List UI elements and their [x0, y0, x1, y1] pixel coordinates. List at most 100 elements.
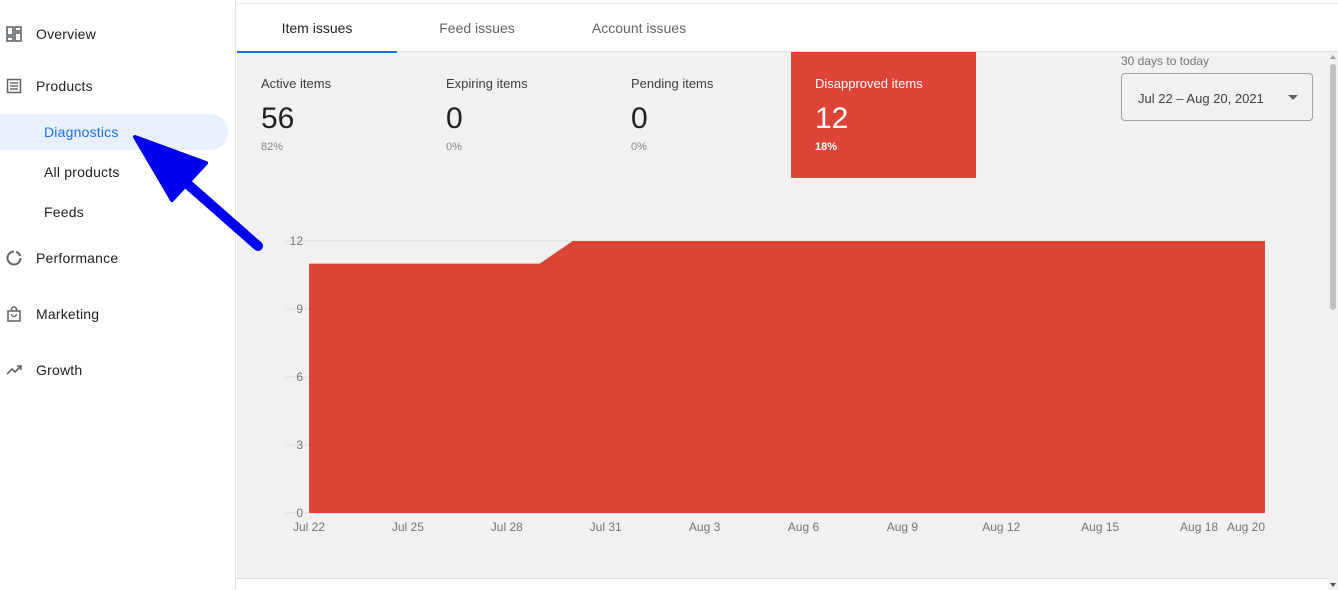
card-percent: 0% [631, 141, 647, 153]
data-point [472, 262, 476, 266]
data-point [505, 262, 509, 266]
sidebar-item-label: Overview [36, 26, 96, 42]
data-point [1197, 239, 1201, 243]
card-label: Pending items [631, 76, 714, 91]
tab-label: Account issues [591, 20, 687, 36]
dashboard-icon [6, 26, 22, 42]
sidebar-item-label: Diagnostics [44, 124, 119, 140]
sidebar-item-marketing[interactable]: Marketing [0, 296, 228, 332]
scrollbar[interactable] [1328, 52, 1338, 590]
scrollbar-thumb[interactable] [1330, 64, 1336, 310]
data-point [373, 262, 377, 266]
sidebar-item-label: Growth [36, 362, 83, 378]
data-point [834, 239, 838, 243]
tab-label: Feed issues [439, 20, 515, 36]
shopping-bag-icon [6, 306, 22, 322]
data-point [670, 239, 674, 243]
sidebar-item-growth[interactable]: Growth [0, 352, 228, 388]
sidebar-item-label: Performance [36, 250, 119, 266]
x-tick-label: Aug 9 [887, 520, 919, 534]
tab-item-issues[interactable]: Item issues [237, 4, 397, 53]
data-point [307, 262, 311, 266]
data-point [1065, 239, 1069, 243]
scroll-down-icon[interactable] [1330, 583, 1336, 587]
card-percent: 0% [446, 141, 462, 153]
data-point [867, 239, 871, 243]
data-point [900, 239, 904, 243]
data-point [736, 239, 740, 243]
data-point [406, 262, 410, 266]
sidebar-item-diagnostics[interactable]: Diagnostics [0, 114, 228, 150]
card-active-items[interactable]: Active items 56 82% [237, 52, 422, 178]
y-tick-label: 0 [296, 506, 303, 520]
card-label: Active items [261, 76, 332, 91]
main-content: Item issues Feed issues Account issues A… [237, 0, 1338, 590]
series-area [309, 241, 1265, 513]
chevron-down-icon [1288, 95, 1298, 100]
sidebar-item-performance[interactable]: Performance [0, 240, 228, 276]
card-value: 0 [631, 102, 648, 135]
trending-up-icon [6, 362, 22, 378]
data-point [604, 239, 608, 243]
data-point [999, 239, 1003, 243]
list-icon [6, 78, 22, 94]
x-tick-label: Aug 15 [1081, 520, 1119, 534]
card-disapproved-items[interactable]: Disapproved items 12 18% [791, 52, 976, 178]
sidebar-item-label: Feeds [44, 204, 84, 220]
data-point [769, 239, 773, 243]
x-tick-label: Jul 31 [590, 520, 622, 534]
y-tick-label: 6 [296, 370, 303, 384]
data-point [966, 239, 970, 243]
data-point [1131, 239, 1135, 243]
data-point [1164, 239, 1168, 243]
date-range-value: Jul 22 – Aug 20, 2021 [1138, 91, 1264, 106]
sidebar-item-all-products[interactable]: All products [0, 154, 228, 190]
data-point [1032, 239, 1036, 243]
card-label: Expiring items [446, 76, 528, 91]
y-tick-label: 9 [296, 302, 303, 316]
donut-chart-icon [6, 250, 22, 266]
tab-account-issues[interactable]: Account issues [559, 4, 719, 52]
data-point [1098, 239, 1102, 243]
card-value: 56 [261, 102, 295, 135]
data-point [637, 239, 641, 243]
sidebar: Overview Products Diagnostics All produc… [0, 0, 236, 590]
data-point [571, 239, 575, 243]
issue-tabs: Item issues Feed issues Account issues [237, 4, 1338, 53]
date-range-select[interactable]: Jul 22 – Aug 20, 2021 [1121, 73, 1313, 121]
data-point [933, 239, 937, 243]
sidebar-item-label: Marketing [36, 306, 100, 322]
disapproved-items-chart: 0 3 6 9 12 Jul 22 Jul 25 Jul 28 Jul 31 Aug 3 Aug 6… [285, 234, 1265, 534]
data-point [340, 262, 344, 266]
top-divider [237, 0, 1338, 4]
card-pending-items[interactable]: Pending items 0 0% [607, 52, 792, 178]
sidebar-item-label: All products [44, 164, 120, 180]
data-point [1230, 239, 1234, 243]
x-tick-label: Aug 3 [689, 520, 721, 534]
x-tick-label: Jul 22 [293, 520, 325, 534]
data-point [538, 262, 542, 266]
sidebar-item-label: Products [36, 78, 93, 94]
sidebar-item-feeds[interactable]: Feeds [0, 194, 228, 230]
data-point [801, 239, 805, 243]
card-value: 12 [815, 102, 849, 135]
date-range-label: 30 days to today [1121, 54, 1210, 68]
sidebar-item-overview[interactable]: Overview [0, 16, 228, 52]
x-tick-label: Aug 6 [788, 520, 820, 534]
x-tick-label: Aug 20 [1227, 520, 1265, 534]
bottom-panel [237, 578, 1328, 590]
y-tick-label: 12 [290, 234, 304, 248]
scroll-up-icon[interactable] [1330, 55, 1336, 59]
data-point [439, 262, 443, 266]
x-tick-label: Aug 18 [1180, 520, 1218, 534]
sidebar-item-products[interactable]: Products [0, 68, 228, 104]
x-tick-label: Jul 25 [392, 520, 424, 534]
data-point [703, 239, 707, 243]
card-label: Disapproved items [815, 76, 923, 91]
card-percent: 82% [261, 141, 284, 153]
card-percent: 18% [815, 141, 838, 153]
card-value: 0 [446, 102, 463, 135]
tab-feed-issues[interactable]: Feed issues [397, 4, 557, 52]
x-tick-label: Aug 12 [982, 520, 1020, 534]
card-expiring-items[interactable]: Expiring items 0 0% [422, 52, 607, 178]
